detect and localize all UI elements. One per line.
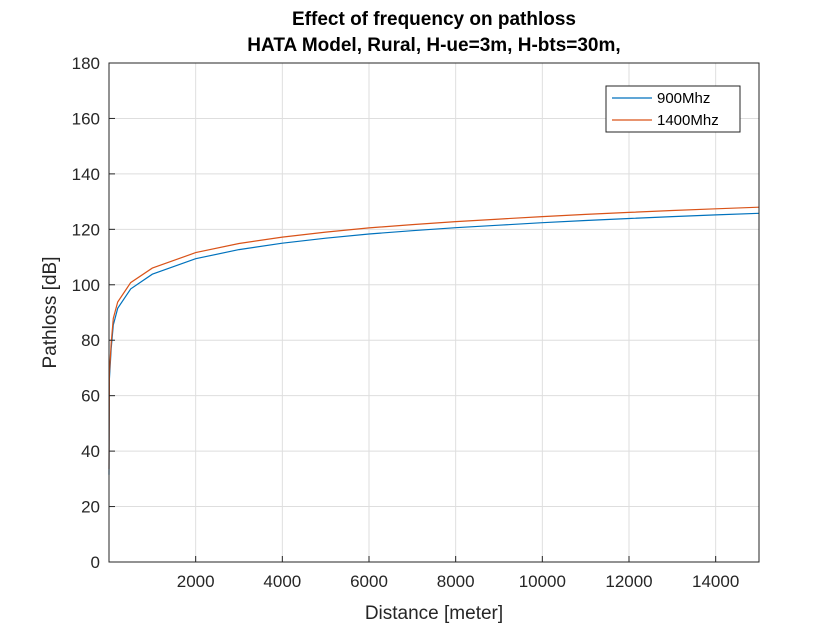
legend-box xyxy=(605,85,741,133)
y-tick-label: 80 xyxy=(81,331,100,350)
y-tick-label: 140 xyxy=(72,165,100,184)
axes-box xyxy=(108,62,760,563)
legend-label: 1400Mhz xyxy=(657,112,719,129)
x-tick-label: 10000 xyxy=(519,572,566,591)
y-axis-label: Pathloss [dB] xyxy=(40,257,61,369)
y-tick-label: 100 xyxy=(72,276,100,295)
x-tick-label: 12000 xyxy=(605,572,652,591)
y-tick-label: 60 xyxy=(81,387,100,406)
series-line-900Mhz xyxy=(108,212,760,475)
series-line-1400Mhz xyxy=(108,206,760,470)
legend-label: 900Mhz xyxy=(657,90,710,107)
y-tick-label: 160 xyxy=(72,109,100,128)
chart-title: Effect of frequency on pathloss xyxy=(292,9,576,30)
x-tick-label: 6000 xyxy=(350,572,388,591)
y-tick-label: 180 xyxy=(72,54,100,73)
x-tick-label: 8000 xyxy=(437,572,475,591)
y-tick-label: 120 xyxy=(72,220,100,239)
y-tick-label: 0 xyxy=(91,553,100,572)
x-tick-label: 4000 xyxy=(263,572,301,591)
x-tick-label: 14000 xyxy=(692,572,739,591)
y-tick-label: 40 xyxy=(81,442,100,461)
y-tick-label: 20 xyxy=(81,498,100,517)
series-lines xyxy=(108,206,760,475)
legend: 900Mhz 1400Mhz xyxy=(605,85,741,133)
chart-subtitle: HATA Model, Rural, H-ue=3m, H-bts=30m, xyxy=(247,35,620,56)
ticks: 2000 4000 6000 8000 10000 12000 14000 0 20 40 60 80… xyxy=(72,54,740,591)
x-axis-label: Distance [meter] xyxy=(365,603,503,624)
x-tick-label: 2000 xyxy=(177,572,215,591)
grid xyxy=(109,62,759,563)
